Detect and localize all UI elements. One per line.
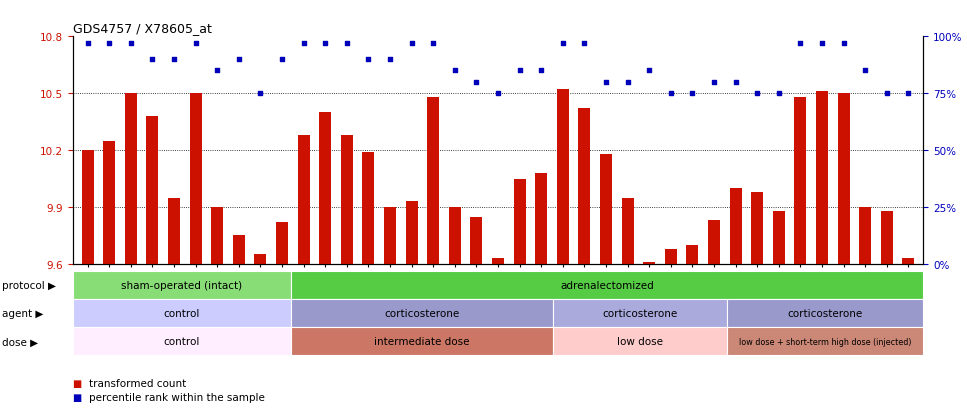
Point [231,57,247,63]
Bar [125,94,136,264]
Text: corticosterone: corticosterone [788,309,863,318]
Bar [168,198,180,264]
Text: ■: ■ [73,392,82,402]
Point [793,40,808,47]
Point [706,79,721,86]
Text: intermediate dose: intermediate dose [374,337,469,347]
Text: corticosterone: corticosterone [384,309,459,318]
Bar [557,90,569,264]
Bar [622,198,633,264]
Bar [643,262,655,264]
Text: corticosterone: corticosterone [602,309,678,318]
Bar [601,154,612,264]
Bar [902,259,915,264]
Point [123,40,138,47]
Point [879,91,894,97]
Bar [233,236,245,264]
Bar [81,151,94,264]
Point [145,57,161,63]
Text: adrenalectomized: adrenalectomized [560,280,654,290]
Bar [146,116,159,264]
Bar [665,249,677,264]
Text: sham-operated (intact): sham-operated (intact) [121,280,242,290]
Point [835,40,851,47]
Point [425,40,441,47]
Text: dose ▶: dose ▶ [2,337,38,347]
Point [620,79,635,86]
Point [275,57,290,63]
Point [382,57,397,63]
Bar [860,207,871,264]
Bar [751,192,763,264]
Point [576,40,592,47]
Point [663,91,679,97]
Bar [795,98,806,264]
Point [447,68,462,74]
Bar [103,141,115,264]
Text: percentile rank within the sample: percentile rank within the sample [89,392,265,402]
Bar [708,221,719,264]
Bar [578,109,590,264]
Point [512,68,527,74]
Bar [384,207,396,264]
Bar [730,189,742,264]
Bar [254,255,266,264]
Point [361,57,376,63]
Point [339,40,355,47]
Point [166,57,182,63]
Bar [341,135,353,264]
Point [317,40,333,47]
Text: agent ▶: agent ▶ [2,309,44,318]
Bar [319,113,331,264]
Point [814,40,830,47]
Point [210,68,225,74]
Text: transformed count: transformed count [89,378,187,388]
Bar [190,94,201,264]
Text: low dose + short-term high dose (injected): low dose + short-term high dose (injecte… [739,337,912,346]
Bar [277,223,288,264]
Point [641,68,657,74]
Bar [449,207,460,264]
Text: GDS4757 / X78605_at: GDS4757 / X78605_at [73,21,212,35]
Bar [471,217,483,264]
Point [102,40,117,47]
Point [749,91,765,97]
Point [490,91,506,97]
Point [599,79,614,86]
Bar [513,179,525,264]
Bar [816,92,828,264]
Point [404,40,420,47]
Bar [536,173,547,264]
Bar [298,135,309,264]
Point [858,68,873,74]
Bar [881,211,893,264]
Bar [773,211,784,264]
Bar [427,98,439,264]
Point [296,40,311,47]
Point [534,68,549,74]
Point [685,91,700,97]
Point [771,91,786,97]
Bar [837,94,850,264]
Text: low dose: low dose [617,337,662,347]
Point [469,79,484,86]
Text: protocol ▶: protocol ▶ [2,280,56,290]
Point [900,91,916,97]
Bar [406,202,418,264]
Bar [363,153,374,264]
Bar [492,259,504,264]
Text: control: control [163,309,200,318]
Text: control: control [163,337,200,347]
Point [728,79,744,86]
Bar [212,207,223,264]
Point [80,40,96,47]
Point [555,40,571,47]
Text: ■: ■ [73,378,82,388]
Bar [687,245,698,264]
Point [188,40,203,47]
Point [252,91,268,97]
